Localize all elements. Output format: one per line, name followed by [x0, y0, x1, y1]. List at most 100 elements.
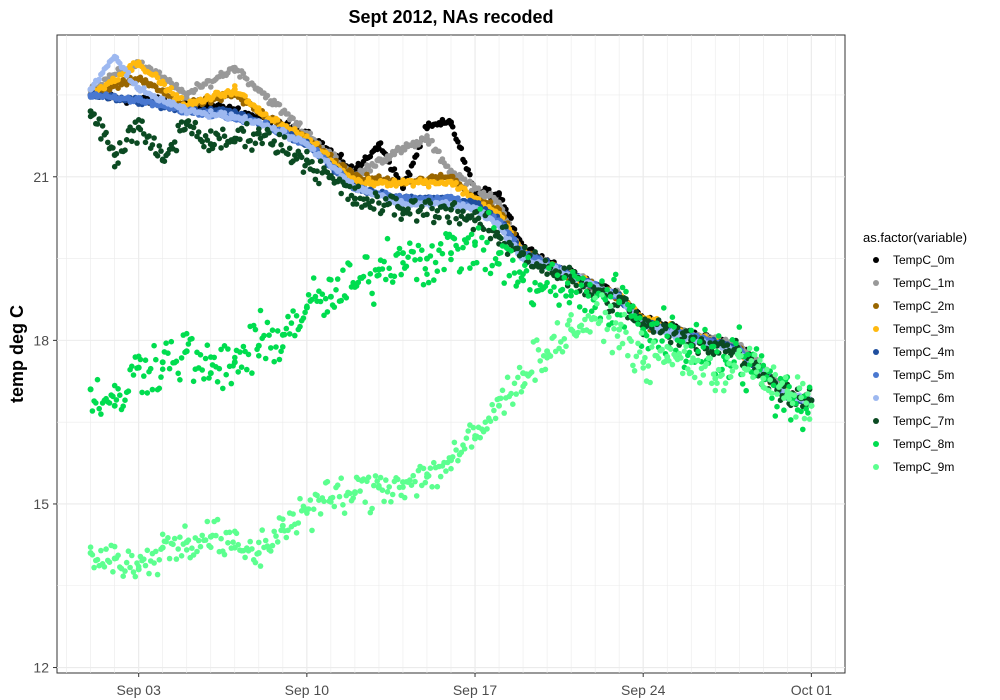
data-point — [465, 235, 472, 241]
data-point — [623, 329, 629, 336]
data-point — [252, 140, 259, 147]
legend-title: as.factor(variable) — [863, 230, 967, 245]
data-point — [561, 265, 568, 272]
data-point — [242, 143, 248, 150]
data-point — [623, 296, 629, 302]
data-point — [600, 338, 607, 345]
data-point — [110, 569, 116, 575]
data-point — [439, 250, 446, 257]
data-point — [407, 240, 413, 246]
data-point — [688, 369, 694, 376]
data-point — [350, 495, 357, 501]
data-point — [412, 257, 418, 263]
data-point — [510, 401, 516, 408]
data-point — [448, 250, 454, 257]
legend-item: TempC_1m — [873, 276, 954, 290]
data-point — [309, 527, 315, 534]
data-point — [367, 168, 374, 174]
data-point — [208, 544, 214, 551]
data-point — [274, 328, 281, 334]
data-point — [719, 371, 725, 378]
data-point — [314, 140, 320, 147]
data-point — [669, 314, 676, 321]
data-point — [96, 76, 102, 83]
data-point — [537, 358, 543, 364]
data-point — [278, 142, 284, 148]
data-point — [244, 366, 250, 373]
legend-key — [873, 257, 879, 263]
data-point — [679, 339, 686, 345]
legend-key — [873, 395, 879, 401]
data-point — [305, 292, 312, 298]
data-point — [283, 123, 290, 129]
data-point — [542, 257, 549, 264]
data-point — [695, 357, 701, 364]
data-point — [496, 261, 502, 267]
data-point — [578, 282, 585, 289]
data-point — [242, 554, 248, 561]
data-point — [204, 342, 211, 349]
data-point — [496, 402, 502, 409]
data-point — [492, 415, 499, 422]
data-point — [192, 119, 199, 126]
data-point — [451, 439, 458, 446]
data-point — [290, 308, 296, 314]
data-point — [425, 184, 432, 190]
data-point — [678, 355, 684, 361]
data-point — [348, 179, 355, 185]
data-point — [290, 511, 296, 517]
legend-label: TempC_9m — [893, 460, 954, 474]
data-point — [271, 528, 278, 535]
data-point — [244, 120, 250, 127]
data-point — [381, 498, 387, 505]
data-point — [398, 216, 405, 222]
data-point — [592, 295, 598, 301]
legend-item: TempC_4m — [873, 345, 954, 359]
data-point — [177, 377, 183, 383]
data-point — [413, 493, 420, 499]
data-point — [384, 235, 391, 242]
data-point — [413, 218, 420, 224]
data-point — [180, 541, 187, 547]
data-point — [501, 230, 508, 236]
data-point — [123, 559, 130, 566]
data-point — [328, 277, 334, 283]
data-point — [686, 349, 693, 356]
data-point — [120, 403, 126, 410]
data-point — [204, 137, 211, 143]
data-point — [137, 356, 144, 363]
data-point — [218, 97, 224, 104]
data-point — [274, 117, 281, 123]
data-point — [106, 400, 113, 406]
data-point — [417, 256, 423, 263]
data-point — [135, 563, 142, 570]
data-point — [316, 180, 322, 187]
data-point — [211, 354, 217, 361]
data-point — [429, 137, 435, 144]
data-point — [276, 101, 283, 108]
data-point — [508, 390, 514, 397]
data-point — [724, 342, 731, 348]
data-point — [618, 321, 624, 328]
data-point — [688, 342, 695, 349]
data-point — [297, 120, 303, 126]
legend-item: TempC_0m — [873, 253, 954, 267]
data-point — [516, 364, 523, 371]
data-point — [534, 337, 540, 343]
data-point — [637, 349, 643, 355]
data-point — [240, 343, 247, 350]
data-point — [130, 127, 137, 134]
data-point — [760, 362, 767, 369]
data-point — [724, 354, 731, 361]
data-point — [331, 304, 338, 310]
data-point — [449, 124, 456, 130]
data-point — [546, 265, 552, 271]
data-point — [793, 414, 799, 420]
data-point — [374, 193, 381, 200]
data-point — [467, 265, 473, 271]
data-point — [803, 400, 809, 406]
data-point — [247, 538, 253, 545]
data-point — [475, 215, 482, 222]
data-point — [576, 304, 583, 310]
data-point — [154, 153, 161, 159]
